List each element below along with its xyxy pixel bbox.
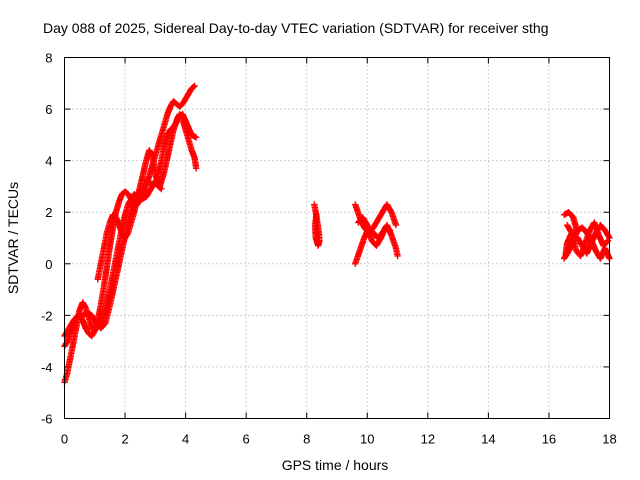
- data-point-marks: [311, 201, 323, 249]
- x-tick-label: 0: [61, 432, 68, 447]
- y-tick-label: 0: [45, 257, 52, 272]
- grid-lines: [64, 57, 610, 419]
- y-tick-label: -2: [41, 308, 53, 323]
- data-point-marks: [355, 214, 394, 249]
- x-tick-label: 18: [602, 432, 616, 447]
- x-tick-label: 6: [243, 432, 250, 447]
- data-track: [563, 219, 612, 260]
- y-tick-label: -4: [41, 360, 53, 375]
- x-tick-label: 12: [421, 432, 435, 447]
- x-tick-label: 4: [182, 432, 189, 447]
- data-point-marks: [563, 219, 612, 260]
- y-axis-label: SDTVAR / TECUs: [5, 182, 21, 294]
- x-tick-label: 10: [360, 432, 374, 447]
- data-track: [355, 214, 394, 249]
- y-tick-label: 2: [45, 205, 52, 220]
- data-point-marks: [94, 147, 165, 283]
- x-tick-label: 8: [303, 432, 310, 447]
- y-tick-label: 4: [45, 154, 52, 169]
- x-tick-label: 2: [121, 432, 128, 447]
- axis-ticks: 0 2 4 6 8 10 12 14 16 18 -6 -4 -2 0 2 4 6 8: [41, 51, 617, 447]
- x-tick-label: 16: [542, 432, 556, 447]
- plot-frame: [64, 57, 610, 419]
- x-tick-label: 14: [481, 432, 495, 447]
- chart-title: Day 088 of 2025, Sidereal Day-to-day VTE…: [43, 20, 549, 36]
- y-tick-label: 6: [45, 102, 52, 117]
- data-track: [94, 147, 165, 283]
- y-tick-label: -6: [41, 412, 53, 427]
- x-axis-label: GPS time / hours: [282, 457, 389, 473]
- y-tick-label: 8: [45, 51, 52, 66]
- data-track: [311, 201, 323, 249]
